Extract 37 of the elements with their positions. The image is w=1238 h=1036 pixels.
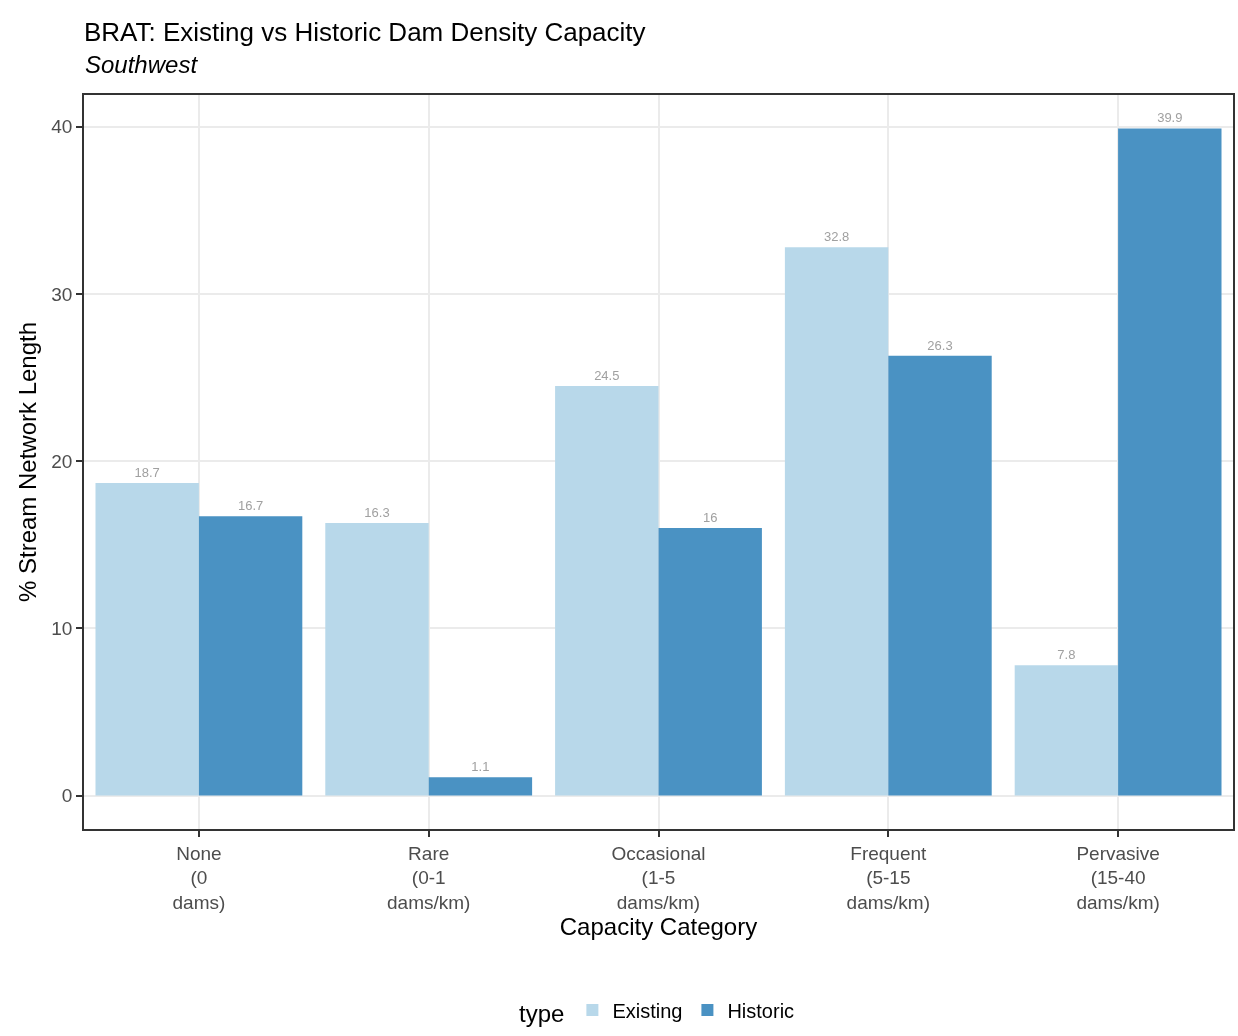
data-label: 24.5 (594, 367, 620, 383)
bar (95, 482, 199, 796)
bar (428, 777, 533, 796)
legend-title: type (519, 999, 565, 1027)
bar (198, 516, 303, 796)
data-label: 26.3 (927, 337, 953, 353)
data-label: 16.3 (364, 505, 390, 521)
data-label: 18.7 (134, 464, 160, 480)
x-axis-title: Capacity Category (559, 912, 758, 940)
x-tick-label: Rare (0-1 dams/km) (387, 842, 471, 913)
x-tick-label: Occasional (1-5 dams/km) (611, 842, 706, 913)
data-label: 32.8 (823, 229, 850, 245)
data-label: 1.1 (471, 759, 490, 775)
y-tick-label: 40 (51, 116, 73, 138)
data-label: 39.9 (1157, 110, 1183, 126)
y-tick-label: 20 (51, 450, 73, 472)
y-tick-label: 30 (51, 283, 73, 305)
y-tick-label: 10 (51, 618, 73, 640)
legend-label: Existing (612, 999, 683, 1022)
bar (325, 523, 429, 796)
bar (658, 528, 762, 796)
bar (555, 385, 659, 796)
x-tick-label: None (0 dams) (172, 842, 226, 913)
bar (1014, 665, 1119, 796)
chart-subtitle: Southwest (85, 51, 199, 78)
data-label: 7.8 (1057, 647, 1076, 663)
data-label: 16 (702, 510, 718, 526)
x-tick-label: Pervasive (15-40 dams/km) (1076, 842, 1160, 913)
legend-label: Historic (727, 999, 795, 1022)
bar (888, 355, 992, 796)
y-axis-title: % Stream Network Length (13, 321, 41, 603)
y-tick-label: 0 (61, 785, 73, 807)
bar (1118, 128, 1222, 796)
chart-title: BRAT: Existing vs Historic Dam Density Capacity (84, 16, 646, 47)
bar (784, 247, 889, 796)
data-label: 16.7 (237, 498, 264, 514)
x-tick-label: Frequent (5-15 dams/km) (846, 842, 930, 913)
